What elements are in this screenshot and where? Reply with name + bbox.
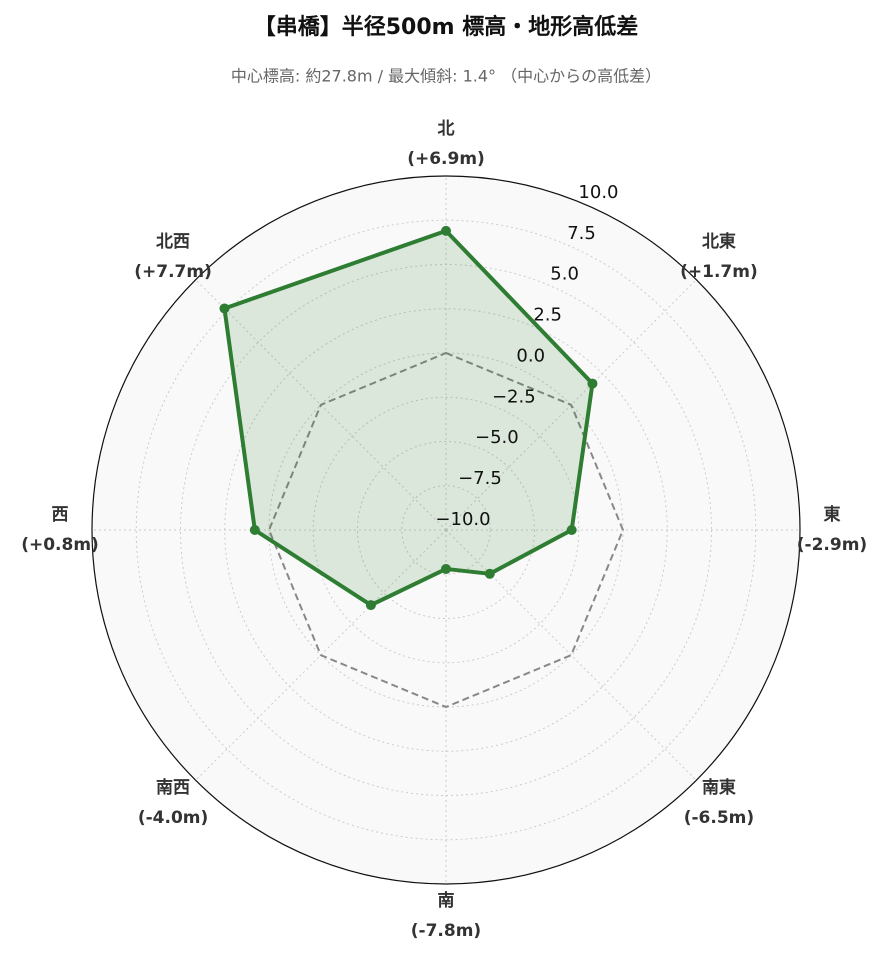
category-value-label: (-2.9m) (797, 535, 867, 555)
data-point (219, 303, 230, 314)
data-point (365, 600, 376, 611)
chart-subtitle: 中心標高: 約27.8m / 最大傾斜: 1.4° （中心からの高低差） (231, 67, 661, 86)
grid-circle (401, 485, 491, 575)
category-label: 北東 (702, 231, 736, 252)
data-point (441, 563, 451, 574)
r-tick-label: −2.5 (492, 386, 536, 407)
r-tick-label: 2.5 (533, 305, 562, 326)
data-point (566, 525, 577, 535)
r-tick-label: −10.0 (435, 509, 490, 530)
category-label: 北 (438, 119, 455, 139)
category-label: 北西 (156, 232, 190, 252)
category-value-label: (-7.8m) (411, 921, 481, 941)
r-tick-label: 7.5 (567, 223, 596, 244)
grid-circle (312, 396, 580, 664)
category-value-label: (+1.7m) (680, 262, 758, 282)
category-label: 西 (52, 505, 69, 525)
category-value-label: (+0.8m) (21, 535, 99, 555)
r-tick-label: 0.0 (516, 345, 545, 366)
category-value-label: (+6.9m) (407, 149, 485, 169)
series-area (224, 230, 593, 606)
category-label: 南東 (702, 777, 736, 798)
category-value-label: (-4.0m) (138, 808, 208, 828)
data-point (249, 525, 260, 535)
spoke (445, 529, 697, 781)
r-tick-label: 5.0 (550, 264, 579, 285)
r-tick-label: −7.5 (458, 468, 502, 489)
category-label: 東 (824, 504, 841, 525)
polar-frame (91, 175, 801, 885)
data-point (484, 568, 495, 579)
category-value-label: (+7.7m) (134, 262, 212, 282)
data-point (441, 225, 451, 236)
category-value-label: (-6.5m) (684, 808, 754, 828)
grid-circle (135, 219, 757, 841)
data-point (587, 378, 598, 389)
category-label: 南西 (156, 777, 190, 798)
reference-line (267, 351, 625, 709)
r-tick-label: 10.0 (578, 182, 618, 203)
chart-title: 【串橋】半径500m 標高・地形高低差 (254, 14, 639, 40)
grid-circle (357, 441, 535, 619)
category-label: 南 (438, 890, 455, 911)
r-tick-label: −5.0 (475, 427, 519, 448)
